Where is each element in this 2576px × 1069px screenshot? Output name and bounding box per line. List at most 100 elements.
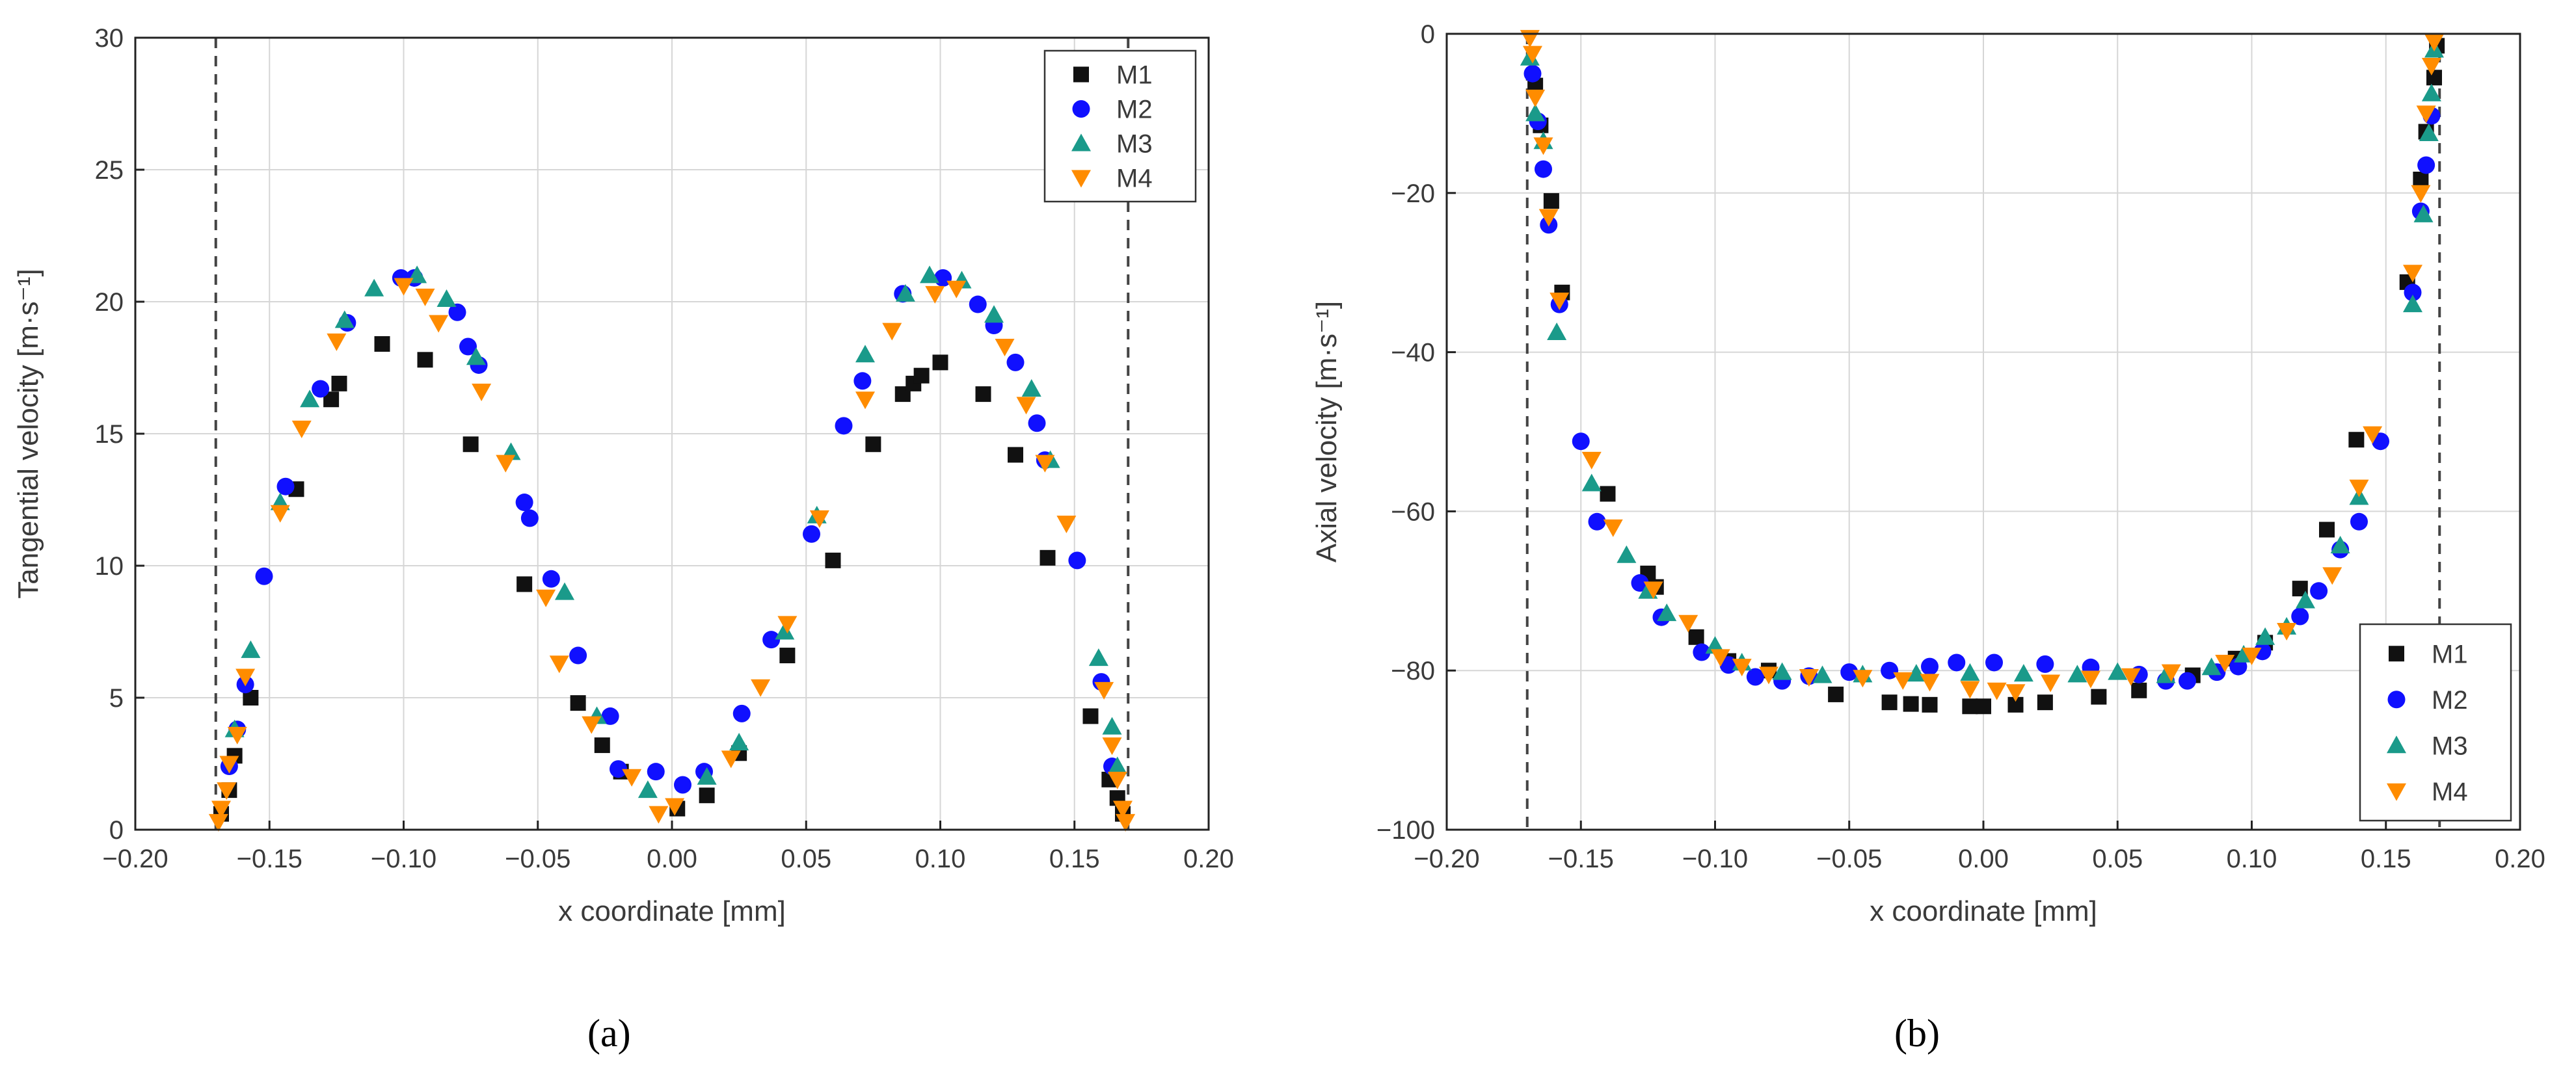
chart-b-point-m1 — [2426, 70, 2442, 86]
chart-b-point-m3 — [2413, 204, 2434, 222]
chart-b-point-m4 — [1759, 666, 1778, 685]
chart-a-point-m1 — [865, 436, 881, 453]
chart-a-point-m4 — [394, 278, 414, 296]
chart-a-point-m3 — [436, 289, 457, 307]
chart-a-point-m1 — [1082, 708, 1099, 724]
chart-a-point-m4 — [995, 339, 1015, 357]
chart-a-y-tick-label: 30 — [95, 24, 124, 53]
chart-b-point-m1 — [2091, 689, 2107, 705]
chart-a-point-m3 — [300, 389, 320, 408]
chart-b-point-m4 — [1523, 46, 1542, 64]
chart-b-point-m2 — [1840, 663, 1858, 681]
chart-a-point-m4 — [925, 285, 945, 304]
chart-a-x-tick-label: 0.00 — [647, 845, 697, 873]
chart-a-y-tick-label: 5 — [109, 684, 124, 713]
chart-a-point-m4 — [855, 391, 875, 410]
chart-b-x-tick-label: −0.20 — [1414, 845, 1479, 873]
chart-a-point-m3 — [729, 733, 749, 751]
chart-a-x-tick-label: 0.20 — [1183, 845, 1234, 873]
chart-b-x-tick-label: 0.20 — [2495, 845, 2545, 873]
chart-a-point-m1 — [825, 552, 841, 568]
chart-b-x-tick-label: −0.15 — [1548, 845, 1614, 873]
chart-a-point-m1 — [463, 436, 479, 453]
panel-b-label: (b) — [1894, 1012, 1940, 1055]
chart-a-point-m2 — [835, 417, 853, 435]
chart-a-point-m4 — [472, 384, 492, 402]
chart-a-point-m4 — [327, 333, 347, 351]
chart-a-point-m1 — [331, 375, 347, 391]
chart-b-point-m2 — [2404, 284, 2422, 302]
chart-a-point-m4 — [208, 813, 228, 832]
chart-a-point-m4 — [1035, 455, 1055, 473]
chart-a-point-m4 — [649, 806, 669, 824]
chart-a-point-m3 — [895, 284, 915, 302]
chart-a-point-m4 — [549, 655, 569, 674]
chart-b-point-m4 — [1960, 681, 1980, 699]
chart-b-point-m3 — [1547, 323, 1567, 340]
chart-a-point-m1 — [932, 354, 948, 371]
chart-a-legend-marker-m3 — [1071, 133, 1091, 152]
chart-a-x-tick-label: 0.05 — [781, 845, 831, 873]
chart-a-x-axis-label: x coordinate [mm] — [558, 895, 786, 927]
chart-a-point-m1 — [779, 648, 796, 664]
chart-b-x-tick-label: 0.05 — [2092, 845, 2143, 873]
chart-a-y-axis-label: Tangential velocity [m·s⁻¹] — [12, 269, 44, 598]
chart-b-legend-label-m3: M3 — [2432, 732, 2468, 760]
chart-b-point-m4 — [1853, 670, 1873, 688]
chart-a-x-tick-label: 0.10 — [915, 845, 966, 873]
chart-b-legend-marker-m1 — [2389, 646, 2404, 662]
chart-b-point-m1 — [1903, 696, 1919, 712]
chart-a-legend-marker-m4 — [1071, 170, 1091, 188]
chart-a-point-m2 — [312, 380, 330, 398]
chart-b-point-m3 — [1906, 664, 1926, 682]
chart-b-point-m4 — [1710, 649, 1730, 667]
chart-b-point-m2 — [1881, 661, 1899, 680]
chart-a-point-m2 — [569, 646, 587, 665]
chart-b-point-m3 — [1812, 665, 1832, 683]
chart-b-y-tick-label: −60 — [1391, 497, 1435, 526]
chart-b-point-m2 — [1985, 653, 2003, 672]
chart-b-point-m4 — [2322, 567, 2342, 585]
chart-a-point-m2 — [515, 494, 533, 512]
chart-a-point-m4 — [217, 782, 237, 800]
chart-b-point-m2 — [2310, 582, 2328, 600]
chart-b-point-m4 — [1520, 30, 1540, 48]
chart-b-point-m2 — [1948, 653, 1966, 672]
chart-a-point-m4 — [1102, 737, 1122, 756]
chart-a-point-m3 — [1021, 378, 1041, 397]
chart-a-legend: M1 M2 M3 M4 — [1043, 49, 1197, 203]
chart-b-point-m4 — [1893, 672, 1913, 690]
chart-a-point-m4 — [721, 750, 741, 769]
chart-a-point-m1 — [594, 737, 610, 754]
chart-b-x-ticks: −0.20 −0.15 −0.10 −0.05 0.00 0.05 0.10 0.15 0.20 — [1414, 821, 2545, 873]
chart-a-y-tick-label: 10 — [95, 552, 124, 581]
chart-a-point-m2 — [601, 707, 619, 725]
chart-b-point-m4 — [1799, 668, 1819, 687]
chart-a-data-points — [208, 265, 1136, 832]
chart-a-point-m2 — [732, 704, 751, 722]
chart-b-point-m4 — [2242, 647, 2262, 665]
chart-a-y-tick-label: 0 — [109, 816, 124, 845]
chart-a-legend-marker-m2 — [1072, 100, 1090, 118]
chart-b-legend-label-m4: M4 — [2432, 778, 2468, 806]
chart-a-point-m3 — [241, 640, 261, 658]
chart-a-point-m4 — [291, 420, 312, 438]
chart-b-point-m2 — [1588, 512, 1606, 531]
chart-b-point-m1 — [2131, 682, 2147, 698]
chart-b-y-tick-label: −100 — [1376, 816, 1435, 845]
chart-b-point-m4 — [1920, 674, 1940, 692]
chart-a-point-m4 — [536, 589, 556, 607]
chart-a-point-m4 — [496, 455, 516, 473]
chart-b-point-m4 — [1538, 209, 1559, 227]
chart-a-point-m3 — [637, 780, 658, 798]
chart-b-point-m3 — [2067, 665, 2087, 683]
chart-b-point-m1 — [2037, 694, 2053, 711]
chart-b-point-m2 — [1523, 64, 1542, 83]
chart-a-legend-marker-m1 — [1073, 66, 1089, 83]
chart-a-point-m1 — [517, 576, 533, 592]
chart-b-point-m3 — [2013, 664, 2033, 682]
chart-b-point-m4 — [2411, 185, 2431, 203]
chart-a-point-m4 — [415, 288, 435, 306]
chart-a-x-tick-label: −0.05 — [505, 845, 570, 873]
chart-b-point-m1 — [1881, 694, 1898, 711]
